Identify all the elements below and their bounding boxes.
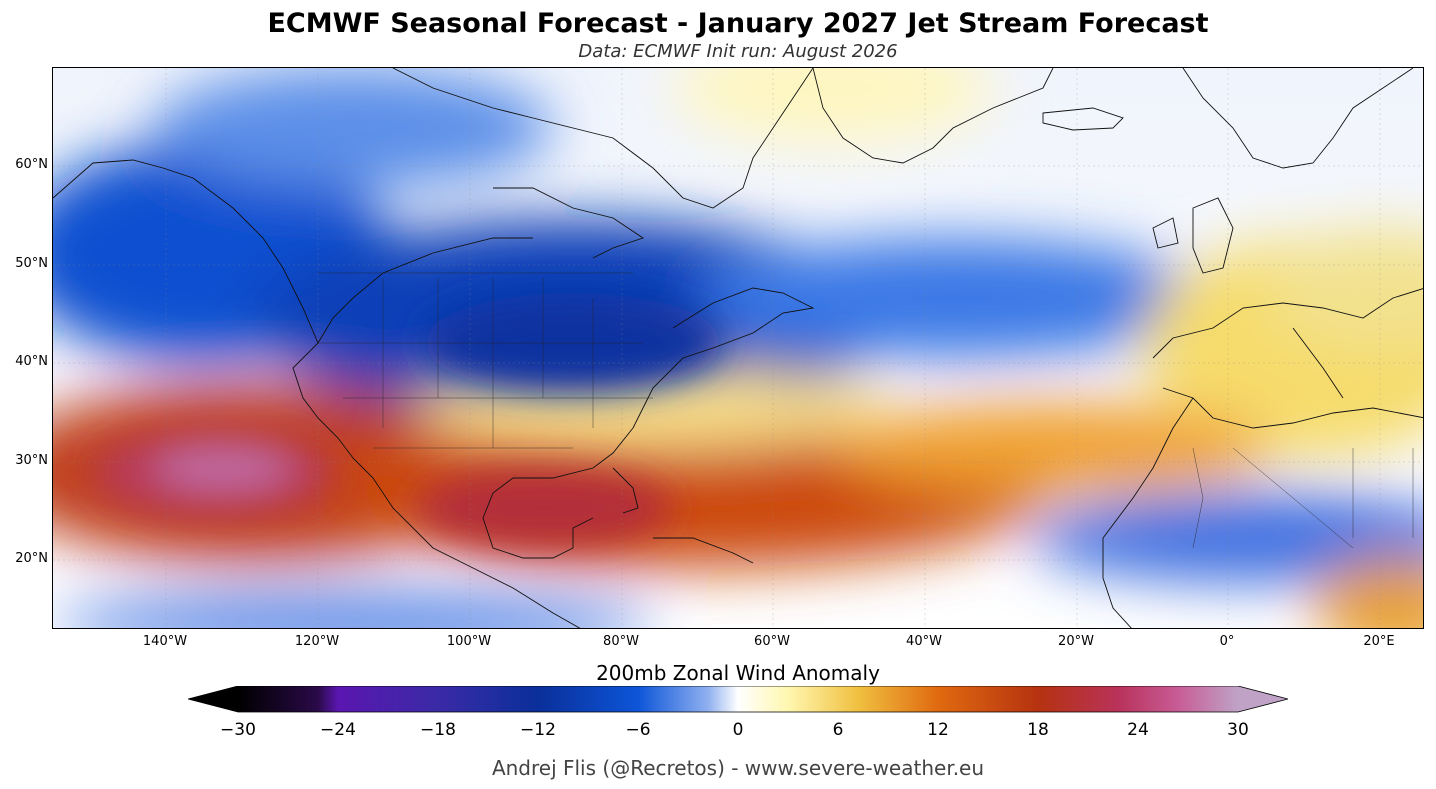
colorbar-label-6: 6 — [832, 720, 844, 740]
lon-tick-20w: 20°W — [1058, 634, 1094, 649]
colorbar-label-12: 12 — [927, 720, 949, 740]
lon-tick-120w: 120°W — [294, 634, 340, 649]
lat-tick-40n: 40°N — [15, 354, 48, 369]
colorbar-gradient — [186, 685, 1290, 713]
lon-tick-140w: 140°W — [142, 634, 188, 649]
map-title: ECMWF Seasonal Forecast - January 2027 J… — [267, 8, 1209, 39]
lat-tick-60n: 60°N — [15, 157, 48, 172]
lon-tick-20e: 20°E — [1363, 634, 1395, 649]
lon-tick-60w: 60°W — [754, 634, 790, 649]
lon-tick-80w: 80°W — [603, 634, 639, 649]
colorbar-label-neg12: −12 — [520, 720, 556, 740]
colorbar-label-0: 0 — [732, 720, 744, 740]
colorbar-label-30: 30 — [1227, 720, 1249, 740]
map-subtitle: Data: ECMWF Init run: August 2026 — [578, 41, 898, 62]
colorbar-label-neg30: −30 — [220, 720, 256, 740]
lon-tick-40w: 40°W — [906, 634, 942, 649]
lon-tick-0: 0° — [1219, 634, 1235, 649]
colorbar-label-neg24: −24 — [320, 720, 356, 740]
colorbar-title: 200mb Zonal Wind Anomaly — [596, 661, 880, 685]
colorbar-label-neg6: −6 — [625, 720, 651, 740]
lon-tick-100w: 100°W — [446, 634, 492, 649]
coastlines — [53, 68, 1423, 628]
colorbar — [186, 685, 1290, 718]
map-panel — [52, 67, 1424, 629]
colorbar-label-24: 24 — [1127, 720, 1149, 740]
lat-tick-50n: 50°N — [15, 256, 48, 271]
lat-tick-30n: 30°N — [15, 453, 48, 468]
wind-anomaly-field — [53, 68, 1423, 628]
credit-line: Andrej Flis (@Recretos) - www.severe-wea… — [491, 756, 985, 780]
lat-tick-20n: 20°N — [15, 551, 48, 566]
borders — [318, 272, 1414, 549]
colorbar-label-neg18: −18 — [420, 720, 456, 740]
colorbar-label-18: 18 — [1027, 720, 1049, 740]
gridlines — [53, 68, 1423, 628]
